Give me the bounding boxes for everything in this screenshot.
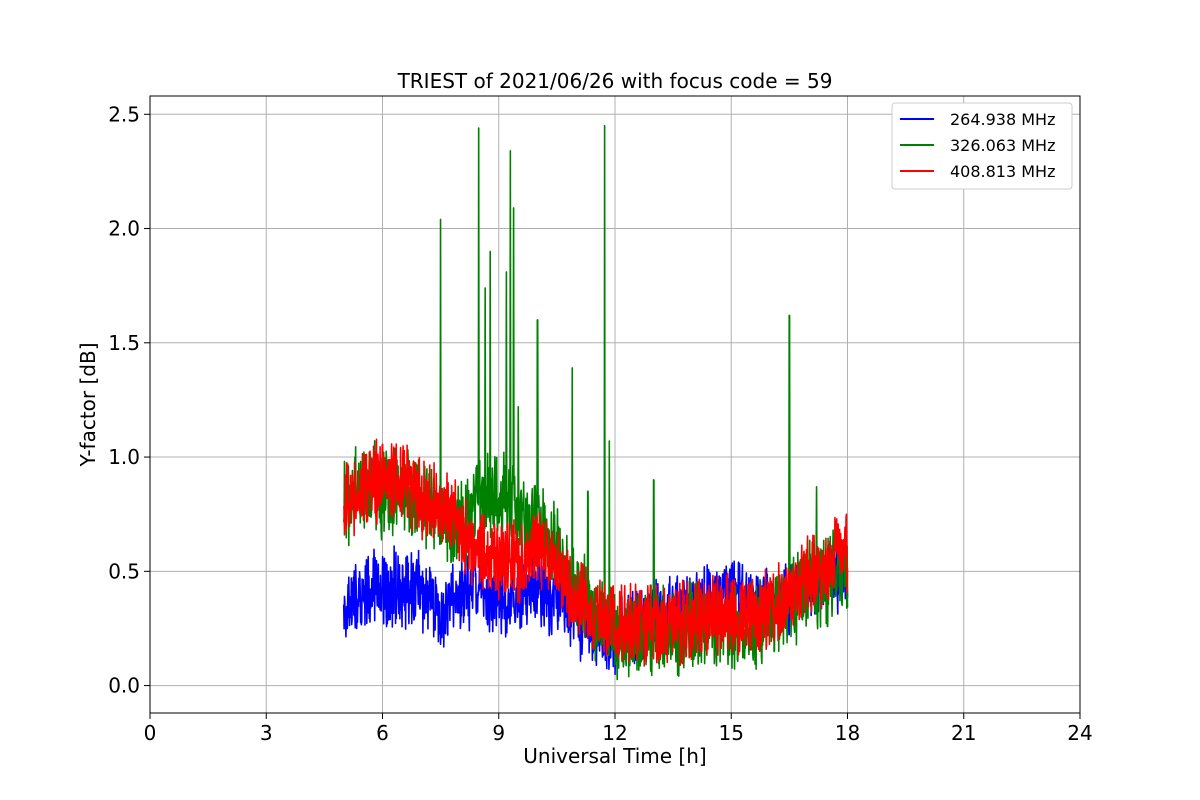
- x-axis-label: Universal Time [h]: [523, 744, 706, 768]
- legend-label-264: 264.938 MHz: [950, 110, 1055, 129]
- x-tick-label: 3: [260, 721, 273, 745]
- x-tick-label: 12: [602, 721, 627, 745]
- series-line-2: [342, 438, 849, 667]
- y-axis: 0.0 0.5 1.0 1.5 2.0 2.5: [108, 102, 150, 698]
- x-tick-label: 0: [144, 721, 157, 745]
- x-tick-label: 15: [719, 721, 744, 745]
- x-tick-label: 18: [835, 721, 860, 745]
- legend: 264.938 MHz 326.063 MHz 408.813 MHz: [891, 102, 1073, 190]
- legend-box: [891, 102, 1073, 190]
- legend-label-326: 326.063 MHz: [950, 136, 1055, 155]
- y-tick-label: 2.0: [108, 217, 140, 241]
- series-layer: [342, 124, 849, 681]
- y-tick-label: 0.5: [108, 559, 140, 583]
- chart-title: TRIEST of 2021/06/26 with focus code = 5…: [397, 69, 833, 93]
- y-tick-label: 0.0: [108, 674, 140, 698]
- y-tick-label: 2.5: [108, 102, 140, 126]
- legend-label-408: 408.813 MHz: [950, 162, 1055, 181]
- x-axis: 0 3 6 9 12 15 18 21 24: [144, 713, 1093, 745]
- x-tick-label: 24: [1067, 721, 1092, 745]
- y-tick-label: 1.5: [108, 331, 140, 355]
- x-tick-label: 9: [492, 721, 505, 745]
- y-tick-label: 1.0: [108, 445, 140, 469]
- x-tick-label: 6: [376, 721, 389, 745]
- x-tick-label: 21: [951, 721, 976, 745]
- y-axis-label: Y-factor [dB]: [76, 342, 100, 467]
